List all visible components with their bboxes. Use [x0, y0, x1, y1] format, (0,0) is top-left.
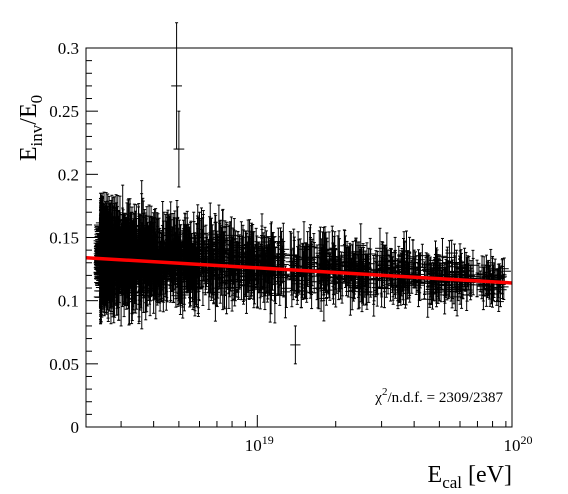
data-layer [93, 22, 511, 365]
